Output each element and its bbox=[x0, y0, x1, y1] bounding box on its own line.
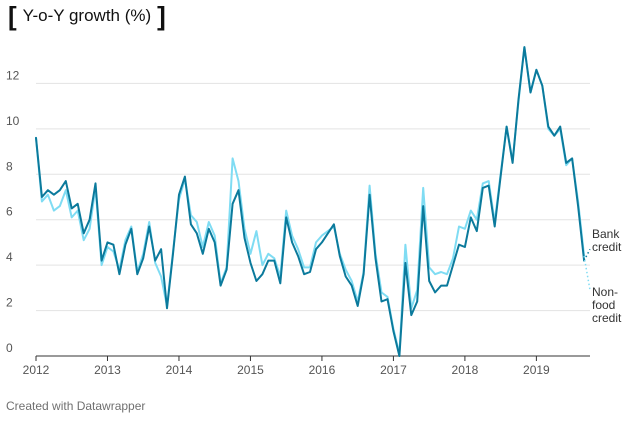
x-tick-label: 2017 bbox=[380, 363, 407, 377]
series-tail-non-food-credit bbox=[583, 255, 591, 291]
x-tick-label: 2014 bbox=[166, 363, 193, 377]
datawrapper-credit[interactable]: Created with Datawrapper bbox=[6, 399, 146, 413]
chart-title: Y-o-Y growth (%) bbox=[22, 6, 152, 25]
series-line-non-food-credit bbox=[35, 46, 586, 355]
x-tick-label: 2019 bbox=[523, 363, 550, 377]
x-tick-label: 2016 bbox=[309, 363, 336, 377]
x-tick-label: 2015 bbox=[237, 363, 264, 377]
x-tick-label: 2012 bbox=[23, 363, 50, 377]
series-label-non-food-credit: Non- bbox=[592, 285, 618, 299]
chart-header: [ Y-o-Y growth (%) ] bbox=[8, 1, 166, 31]
y-tick-label: 2 bbox=[6, 296, 13, 310]
series-label-non-food-credit: credit bbox=[592, 311, 622, 325]
series-label-non-food-credit: food bbox=[592, 298, 615, 312]
y-tick-label: 12 bbox=[6, 68, 20, 82]
series-line-bank-credit bbox=[35, 46, 586, 357]
y-tick-label: 4 bbox=[6, 250, 13, 264]
x-tick-label: 2013 bbox=[94, 363, 121, 377]
title-bracket-left: [ bbox=[8, 1, 17, 31]
series-label-bank-credit: credit bbox=[592, 240, 622, 254]
x-tick-label: 2018 bbox=[452, 363, 479, 377]
y-tick-label: 6 bbox=[6, 205, 13, 219]
y-tick-label: 10 bbox=[6, 114, 20, 128]
y-tick-label: 0 bbox=[6, 341, 13, 355]
title-bracket-right: ] bbox=[157, 1, 166, 31]
series-label-bank-credit: Bank bbox=[592, 227, 620, 241]
y-tick-label: 8 bbox=[6, 159, 13, 173]
